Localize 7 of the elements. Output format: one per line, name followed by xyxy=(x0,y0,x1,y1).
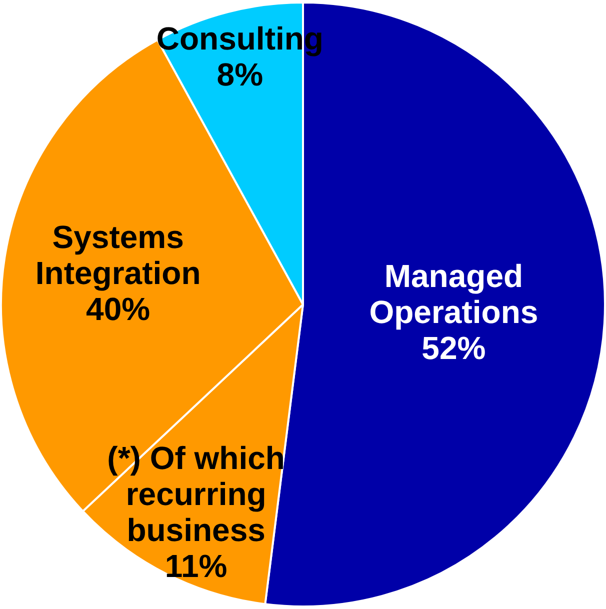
slice-label: Systems Integration xyxy=(35,219,201,292)
slice-label: (*) Of which recurring business xyxy=(107,440,285,548)
slice-label: Managed Operations xyxy=(369,258,538,330)
data-label: 11% xyxy=(164,548,228,584)
text: 40% xyxy=(86,291,150,328)
data-label: 8% xyxy=(216,56,264,93)
data-label: 52% xyxy=(422,330,486,366)
